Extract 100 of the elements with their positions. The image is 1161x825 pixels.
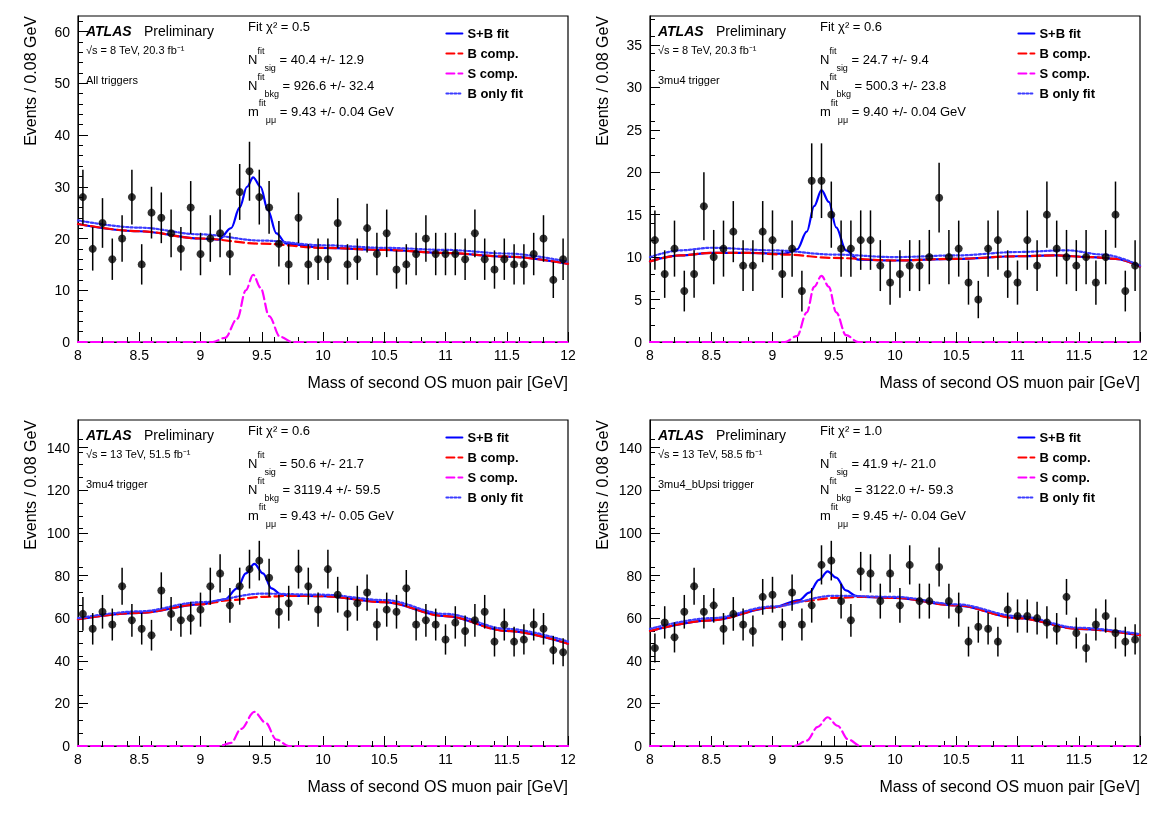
y-tick-label: 10: [54, 282, 71, 299]
point: [225, 250, 234, 259]
point: [788, 588, 797, 597]
point: [127, 193, 136, 202]
point: [245, 565, 254, 574]
point: [1082, 253, 1091, 262]
point: [265, 203, 274, 212]
annotation: Fit χ² = 0.5: [248, 19, 311, 34]
annotation: 3mu4_bUpsi trigger: [658, 477, 755, 490]
point: [216, 229, 225, 238]
point: [382, 229, 391, 238]
y-tick-label: 140: [46, 439, 71, 456]
point: [915, 597, 924, 606]
y-axis-title: Events / 0.08 GeV: [593, 419, 611, 550]
y-tick-label: 20: [626, 695, 643, 712]
point: [559, 648, 568, 657]
point: [412, 250, 421, 259]
point: [343, 609, 352, 618]
point: [690, 270, 699, 279]
point: [88, 624, 97, 633]
point: [461, 255, 470, 264]
point: [284, 260, 293, 269]
point: [549, 646, 558, 655]
point: [206, 582, 215, 591]
point: [709, 601, 718, 610]
point: [441, 635, 450, 644]
x-tick-label: 8: [646, 751, 655, 767]
point: [333, 218, 342, 227]
legend-label: B comp.: [1039, 46, 1091, 61]
point: [353, 599, 362, 608]
point: [817, 176, 826, 185]
point: [974, 295, 983, 304]
point: [451, 250, 460, 259]
point: [925, 597, 934, 606]
point: [127, 616, 136, 625]
point: [856, 567, 865, 576]
point: [1111, 210, 1120, 219]
annotation: Fit χ² = 0.6: [820, 19, 883, 34]
annotation: All triggers: [86, 73, 139, 86]
point: [1023, 612, 1032, 621]
y-tick-label: 0: [62, 738, 71, 754]
point: [529, 620, 538, 629]
point: [915, 261, 924, 270]
x-tick-label: 9.5: [252, 347, 272, 363]
point: [323, 565, 332, 574]
point: [216, 569, 225, 578]
point: [1121, 637, 1130, 646]
legend-label: S comp.: [467, 66, 518, 81]
point: [1003, 270, 1012, 279]
point: [480, 607, 489, 616]
point: [925, 253, 934, 262]
point: [549, 275, 558, 284]
point: [372, 250, 381, 259]
point: [650, 643, 659, 652]
point: [807, 176, 816, 185]
point: [944, 597, 953, 606]
y-tick-label: 20: [54, 230, 71, 247]
x-tick-label: 9: [196, 751, 205, 767]
point: [137, 260, 146, 269]
y-tick-label: 80: [626, 567, 643, 584]
x-tick-label: 10: [887, 347, 903, 363]
point: [748, 626, 757, 635]
point: [323, 255, 332, 264]
point: [314, 605, 323, 614]
point: [778, 270, 787, 279]
point: [431, 250, 440, 259]
text: Preliminary: [144, 427, 215, 443]
point: [905, 261, 914, 270]
point: [1013, 278, 1022, 287]
point: [807, 601, 816, 610]
point: [690, 582, 699, 591]
point: [817, 560, 826, 569]
x-axis-title: Mass of second OS muon pair [GeV]: [307, 777, 568, 795]
point: [739, 620, 748, 629]
x-tick-label: 12: [560, 751, 576, 767]
point: [333, 590, 342, 599]
x-tick-label: 8: [646, 347, 655, 363]
point: [876, 261, 885, 270]
point: [147, 631, 156, 640]
point: [196, 605, 205, 614]
point: [1082, 643, 1091, 652]
legend-label: B comp.: [1039, 450, 1091, 465]
legend-label: B only fit: [467, 86, 524, 101]
x-tick-label: 10: [887, 751, 903, 767]
point: [235, 187, 244, 196]
x-tick-label: 9: [768, 751, 777, 767]
point: [719, 244, 728, 253]
point: [382, 605, 391, 614]
point: [739, 261, 748, 270]
point: [1131, 261, 1140, 270]
point: [431, 620, 440, 629]
point: [206, 234, 215, 243]
point: [118, 582, 127, 591]
point: [748, 261, 757, 270]
point: [294, 565, 303, 574]
point: [225, 601, 234, 610]
point: [984, 244, 993, 253]
y-tick-label: 60: [54, 23, 71, 40]
text: ATLAS: [657, 23, 705, 39]
point: [314, 255, 323, 264]
